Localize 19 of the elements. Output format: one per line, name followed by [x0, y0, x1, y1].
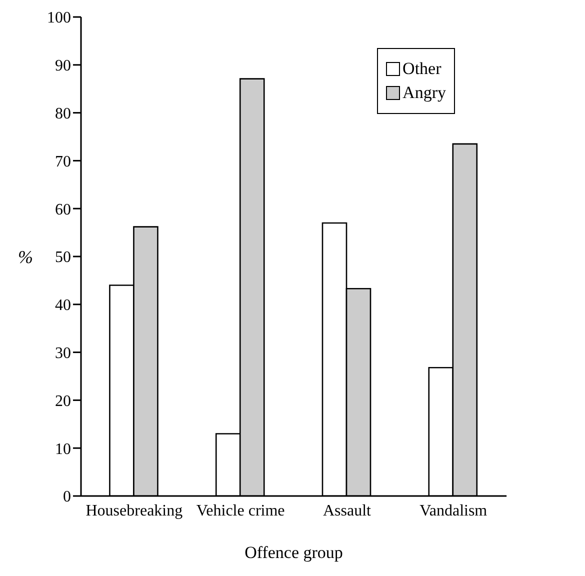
x-tick-label: Vehicle crime: [196, 502, 285, 520]
x-tick-label: Vandalism: [420, 502, 488, 520]
y-tick-label: 30: [55, 344, 71, 362]
x-tick-label: Assault: [322, 502, 372, 520]
legend-label: Angry: [402, 83, 446, 103]
y-tick-label: 70: [55, 153, 71, 170]
x-tick-label: Housebreaking: [86, 502, 183, 520]
y-tick-label: 50: [55, 249, 71, 266]
y-tick-label: 0: [63, 488, 71, 506]
y-tick-label: 40: [55, 297, 71, 314]
y-tick-label: 80: [55, 105, 71, 122]
legend-label: Other: [402, 59, 442, 79]
x-axis-title: Offence group: [244, 543, 343, 562]
y-axis-title: %: [18, 246, 33, 267]
y-tick-label: 20: [55, 392, 71, 410]
y-tick-label: 60: [55, 201, 71, 218]
y-tick-label: 100: [47, 10, 71, 27]
y-tick-label: 10: [55, 440, 71, 458]
y-tick-label: 90: [55, 58, 71, 75]
